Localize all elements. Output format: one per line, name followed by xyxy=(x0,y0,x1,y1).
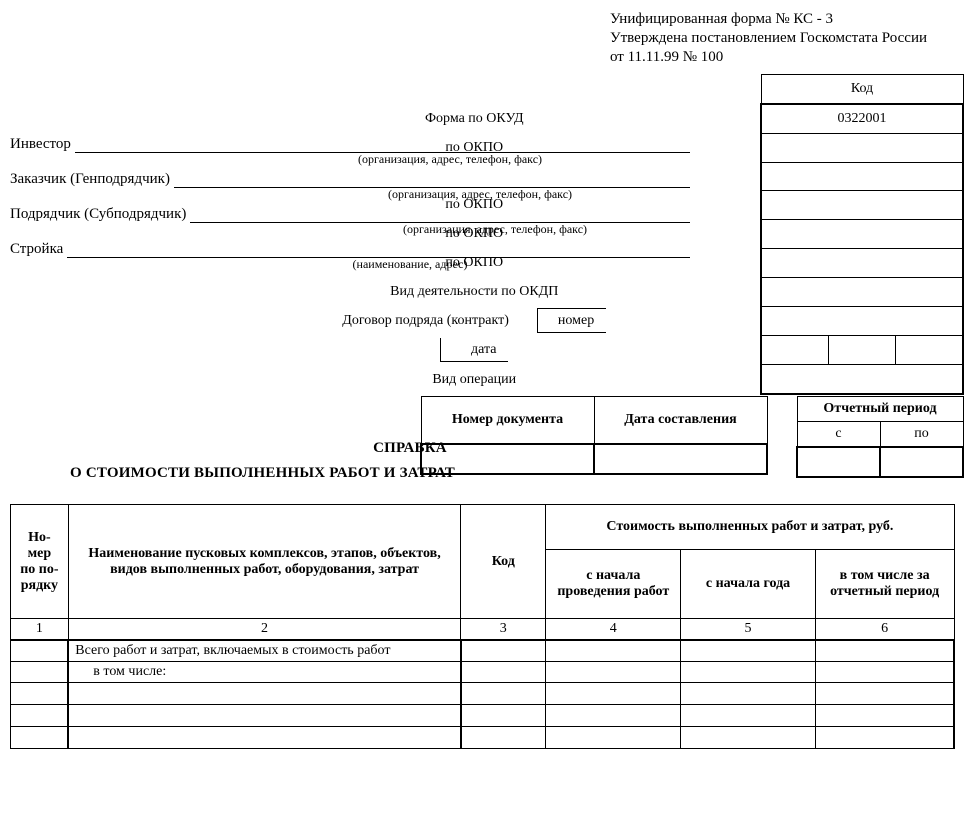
contract-date-3 xyxy=(896,336,964,365)
contract-date-1 xyxy=(761,336,829,365)
customer-hint: (организация, адрес, телефон, факс) xyxy=(270,187,690,202)
period-from-value xyxy=(797,447,880,477)
row-code xyxy=(461,705,546,727)
main-table: Но- мер по по- рядку Наименование пусков… xyxy=(10,504,955,749)
colnum-3: 3 xyxy=(461,619,546,641)
construction-code-value xyxy=(761,249,963,278)
contractor-code-value xyxy=(761,220,963,249)
row-c5 xyxy=(681,705,815,727)
activity-value xyxy=(761,278,963,307)
okud-value: 0322001 xyxy=(761,104,963,134)
table-row xyxy=(11,683,955,705)
col-cost-group-header: Стоимость выполненных работ и затрат, ру… xyxy=(546,505,954,550)
row-c4 xyxy=(546,727,681,749)
row-name xyxy=(68,683,461,705)
row-name: Всего работ и затрат, включаемых в стоим… xyxy=(68,640,461,662)
row-code xyxy=(461,662,546,683)
operation-value xyxy=(761,365,963,395)
row-num xyxy=(11,640,69,662)
table-row xyxy=(11,705,955,727)
table-row: Всего работ и затрат, включаемых в стоим… xyxy=(11,640,955,662)
code-header: Код xyxy=(761,75,963,105)
table-row: в том числе: xyxy=(11,662,955,683)
investor-code-value xyxy=(761,134,963,163)
col-name-header: Наименование пусковых комплексов, этапов… xyxy=(68,505,461,619)
period-from-label: с xyxy=(797,422,880,448)
row-code xyxy=(461,640,546,662)
doc-meta-table: Номер документа Дата составления xyxy=(420,396,768,475)
doc-date-header: Дата составления xyxy=(594,397,767,445)
period-to-value xyxy=(880,447,963,477)
row-code xyxy=(461,727,546,749)
customer-row: Заказчик (Генподрядчик) xyxy=(10,171,690,188)
row-c6 xyxy=(815,662,954,683)
colnum-1: 1 xyxy=(11,619,69,641)
row-num xyxy=(11,727,69,749)
row-c4 xyxy=(546,683,681,705)
row-num xyxy=(11,662,69,683)
table-row xyxy=(11,727,955,749)
row-c4 xyxy=(546,705,681,727)
investor-label: Инвестор xyxy=(10,136,75,153)
customer-code-value xyxy=(761,191,963,220)
row-c4 xyxy=(546,640,681,662)
investor-hint: (организация, адрес, телефон, факс) xyxy=(210,152,690,167)
colnum-5: 5 xyxy=(681,619,815,641)
investor-row: Инвестор xyxy=(10,136,690,153)
col-fromyear-header: с начала года xyxy=(681,550,815,619)
colnum-2: 2 xyxy=(68,619,461,641)
contract-num-value xyxy=(761,307,963,336)
row-name: в том числе: xyxy=(68,662,461,683)
operation-label: Вид операции xyxy=(194,365,762,395)
row-num xyxy=(11,705,69,727)
contract-date-label: дата xyxy=(440,338,508,362)
col-forperiod-header: в том числе за отчетный период xyxy=(815,550,954,619)
row-c5 xyxy=(681,727,815,749)
row-c5 xyxy=(681,640,815,662)
customer-line xyxy=(174,171,690,188)
row-c5 xyxy=(681,662,815,683)
period-to-label: по xyxy=(880,422,963,448)
row-c4 xyxy=(546,662,681,683)
colnum-4: 4 xyxy=(546,619,681,641)
approval-line-3: от 11.11.99 № 100 xyxy=(610,48,964,67)
row-code xyxy=(461,683,546,705)
row-c5 xyxy=(681,683,815,705)
construction-row: Стройка xyxy=(10,241,690,258)
contractor-line xyxy=(190,206,690,223)
approval-line-2: Утверждена постановлением Госкомстата Ро… xyxy=(610,29,964,48)
contractor-row: Подрядчик (Субподрядчик) xyxy=(10,206,690,223)
colnum-6: 6 xyxy=(815,619,954,641)
top-grid: Код Форма по ОКУД 0322001 по ОКПО по ОКП… xyxy=(10,74,964,374)
period-header: Отчетный период xyxy=(797,397,963,422)
contract-num-label: номер xyxy=(537,308,606,333)
contractor-label: Подрядчик (Субподрядчик) xyxy=(10,206,190,223)
approval-line-1: Унифицированная форма № КС - 3 xyxy=(610,10,964,29)
construction-line xyxy=(67,241,690,258)
approval-block: Унифицированная форма № КС - 3 Утвержден… xyxy=(610,10,964,66)
row-c6 xyxy=(815,727,954,749)
investor-line xyxy=(75,136,690,153)
construction-label: Стройка xyxy=(10,241,67,258)
contractor-hint: (организация, адрес, телефон, факс) xyxy=(300,222,690,237)
row-c6 xyxy=(815,683,954,705)
row-name xyxy=(68,727,461,749)
col-num-header: Но- мер по по- рядку xyxy=(11,505,69,619)
row-num xyxy=(11,683,69,705)
contract-label: Договор подряда (контракт) xyxy=(342,313,509,328)
doc-num-header: Номер документа xyxy=(421,397,594,445)
construction-hint: (наименование, адрес) xyxy=(130,257,690,272)
row-c6 xyxy=(815,705,954,727)
col-code-header: Код xyxy=(461,505,546,619)
contract-date-2 xyxy=(829,336,896,365)
doc-date-value xyxy=(594,444,767,474)
period-table: Отчетный период с по xyxy=(796,396,964,478)
row-name xyxy=(68,705,461,727)
col-fromstart-header: с начала проведения работ xyxy=(546,550,681,619)
row-c6 xyxy=(815,640,954,662)
customer-label: Заказчик (Генподрядчик) xyxy=(10,171,174,188)
activity-label: Вид деятельности по ОКДП xyxy=(194,278,762,307)
